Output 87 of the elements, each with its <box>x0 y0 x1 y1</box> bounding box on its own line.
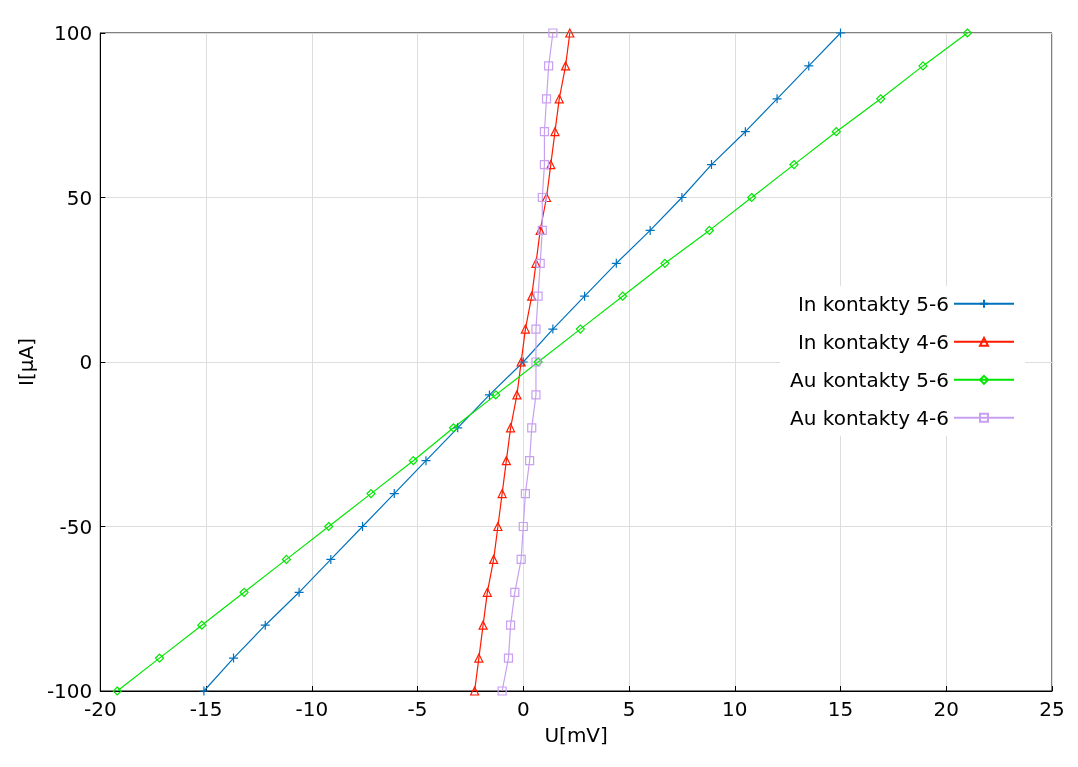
point <box>575 324 585 334</box>
legend-label: Au kontakty 4-6 <box>790 405 949 430</box>
point <box>501 456 511 466</box>
x-tick-label: 25 <box>1039 697 1065 721</box>
x-tick-label: 15 <box>827 697 854 721</box>
point <box>197 620 207 630</box>
point <box>448 423 459 433</box>
point <box>497 489 507 499</box>
x-tick-label: 0 <box>516 697 530 721</box>
point <box>771 93 783 104</box>
point <box>484 389 495 400</box>
point <box>531 390 541 400</box>
point <box>554 94 564 104</box>
point <box>154 653 165 663</box>
point <box>918 61 928 71</box>
point <box>482 587 492 597</box>
x-tick-label: -5 <box>407 697 428 721</box>
point <box>239 587 249 597</box>
x-tick-label: -15 <box>189 697 223 721</box>
point <box>835 27 846 39</box>
point <box>198 685 210 697</box>
point <box>547 324 558 335</box>
point <box>527 423 537 433</box>
point <box>618 291 628 301</box>
point <box>478 620 488 630</box>
legend-label: Au kontakty 5-6 <box>790 367 949 392</box>
point <box>660 258 670 268</box>
point <box>548 28 558 38</box>
point <box>539 160 550 170</box>
point <box>520 324 530 334</box>
point <box>503 653 514 663</box>
point <box>676 192 687 203</box>
point <box>493 521 503 532</box>
point <box>324 521 334 532</box>
point <box>489 554 499 564</box>
point <box>546 160 556 170</box>
point <box>789 160 799 170</box>
x-tick-label: -10 <box>295 697 329 721</box>
point <box>831 127 841 137</box>
x-tick-label: 20 <box>933 697 959 721</box>
y-tick-label: 50 <box>66 185 93 210</box>
point <box>541 94 552 104</box>
point <box>704 225 714 235</box>
point <box>516 554 526 564</box>
point <box>533 291 543 301</box>
point <box>112 686 122 696</box>
point <box>550 127 560 137</box>
x-axis-title: U[mV] <box>544 723 608 747</box>
point <box>544 61 554 71</box>
point <box>531 324 541 334</box>
point <box>539 127 550 137</box>
legend-label: In kontakty 5-6 <box>797 291 949 316</box>
point <box>366 489 376 499</box>
x-tick-label: 10 <box>722 697 748 721</box>
y-tick-label: -50 <box>59 514 93 539</box>
point <box>505 620 516 630</box>
point <box>535 258 545 268</box>
y-axis-title: I[μA] <box>14 338 38 386</box>
point <box>228 653 239 664</box>
point <box>518 521 528 532</box>
y-tick-label: 100 <box>54 21 93 45</box>
point <box>876 94 886 104</box>
point <box>408 456 418 466</box>
point <box>474 653 484 663</box>
point <box>470 686 480 696</box>
point <box>505 423 516 433</box>
point <box>420 455 432 466</box>
point <box>531 258 541 268</box>
point <box>293 587 305 598</box>
point <box>962 28 972 38</box>
point <box>491 390 501 400</box>
point <box>497 686 507 696</box>
point <box>541 192 552 203</box>
point <box>510 587 520 597</box>
y-tick-label: 0 <box>79 350 93 374</box>
point <box>537 192 547 203</box>
point <box>747 192 757 203</box>
point <box>512 390 522 400</box>
point <box>527 291 537 301</box>
x-tick-label: 5 <box>622 697 636 721</box>
legend-label: In kontakty 4-6 <box>797 329 949 354</box>
point <box>281 554 291 564</box>
point <box>560 61 571 71</box>
point <box>565 28 575 38</box>
point <box>525 456 535 466</box>
point <box>520 489 530 499</box>
point <box>803 60 814 71</box>
